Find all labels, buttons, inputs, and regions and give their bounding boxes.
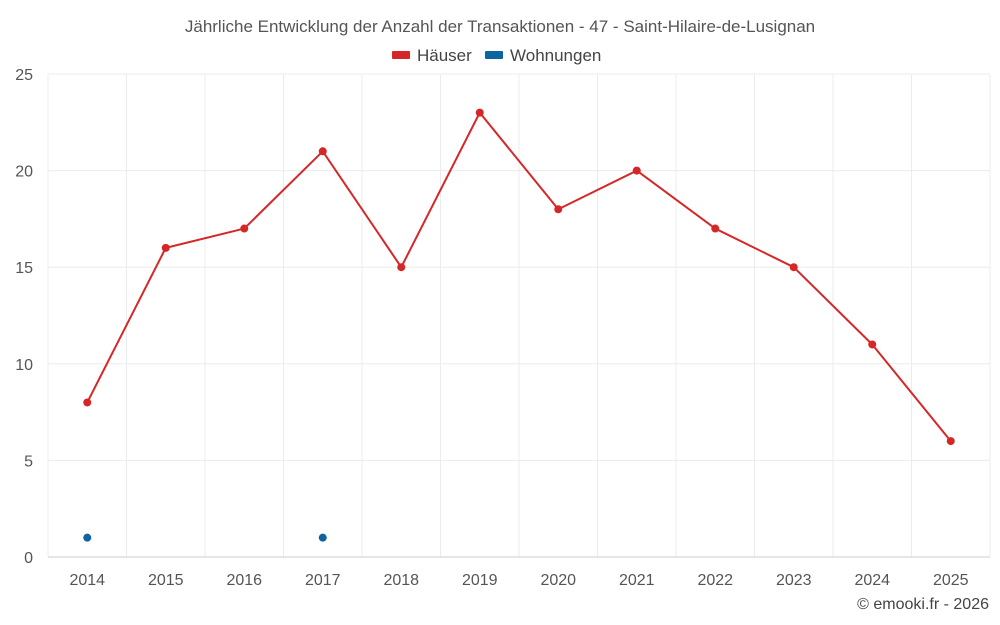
data-point-haeuser[interactable] bbox=[946, 437, 955, 446]
data-point-haeuser[interactable] bbox=[240, 224, 249, 233]
data-point-wohnungen[interactable] bbox=[318, 533, 327, 542]
y-tick-label: 25 bbox=[15, 67, 33, 84]
data-point-haeuser[interactable] bbox=[318, 147, 327, 156]
legend-swatch-wohnungen bbox=[485, 51, 503, 59]
x-tick-label: 2019 bbox=[462, 572, 498, 589]
data-point-haeuser[interactable] bbox=[632, 166, 641, 175]
x-tick-label: 2015 bbox=[148, 572, 184, 589]
data-point-haeuser[interactable] bbox=[554, 205, 563, 214]
data-point-wohnungen[interactable] bbox=[83, 533, 92, 542]
x-tick-label: 2022 bbox=[697, 572, 733, 589]
y-tick-label: 15 bbox=[15, 260, 33, 277]
x-tick-label: 2020 bbox=[540, 572, 576, 589]
legend-item-wohnungen[interactable]: Wohnungen bbox=[485, 46, 601, 65]
x-tick-label: 2016 bbox=[226, 572, 262, 589]
data-point-haeuser[interactable] bbox=[789, 263, 798, 272]
x-tick-label: 2021 bbox=[619, 572, 655, 589]
data-point-haeuser[interactable] bbox=[868, 340, 877, 349]
data-point-haeuser[interactable] bbox=[161, 243, 170, 252]
y-tick-label: 5 bbox=[24, 453, 33, 470]
legend-swatch-haeuser bbox=[392, 51, 410, 59]
x-tick-label: 2024 bbox=[854, 572, 890, 589]
legend: Häuser Wohnungen bbox=[392, 46, 601, 65]
x-tick-label: 2018 bbox=[383, 572, 419, 589]
y-tick-label: 0 bbox=[24, 550, 33, 567]
chart-title: Jährliche Entwicklung der Anzahl der Tra… bbox=[185, 17, 815, 36]
data-point-haeuser[interactable] bbox=[397, 263, 406, 272]
series bbox=[83, 108, 955, 542]
series-line-haeuser bbox=[86, 111, 952, 442]
x-tick-label: 2023 bbox=[776, 572, 812, 589]
x-tick-label: 2025 bbox=[933, 572, 969, 589]
data-point-haeuser[interactable] bbox=[711, 224, 720, 233]
y-tick-label: 20 bbox=[15, 164, 33, 181]
credit-text: © emooki.fr - 2026 bbox=[857, 596, 989, 613]
y-tick-label: 10 bbox=[15, 357, 33, 374]
series-haeuser bbox=[83, 108, 955, 446]
x-tick-label: 2017 bbox=[305, 572, 341, 589]
x-tick-label: 2014 bbox=[69, 572, 105, 589]
data-point-haeuser[interactable] bbox=[83, 398, 92, 407]
legend-label-haeuser: Häuser bbox=[417, 46, 472, 65]
legend-label-wohnungen: Wohnungen bbox=[510, 46, 601, 65]
grid bbox=[47, 73, 991, 558]
data-point-haeuser[interactable] bbox=[475, 108, 484, 117]
series-wohnungen bbox=[83, 533, 327, 542]
legend-item-haeuser[interactable]: Häuser bbox=[392, 46, 472, 65]
